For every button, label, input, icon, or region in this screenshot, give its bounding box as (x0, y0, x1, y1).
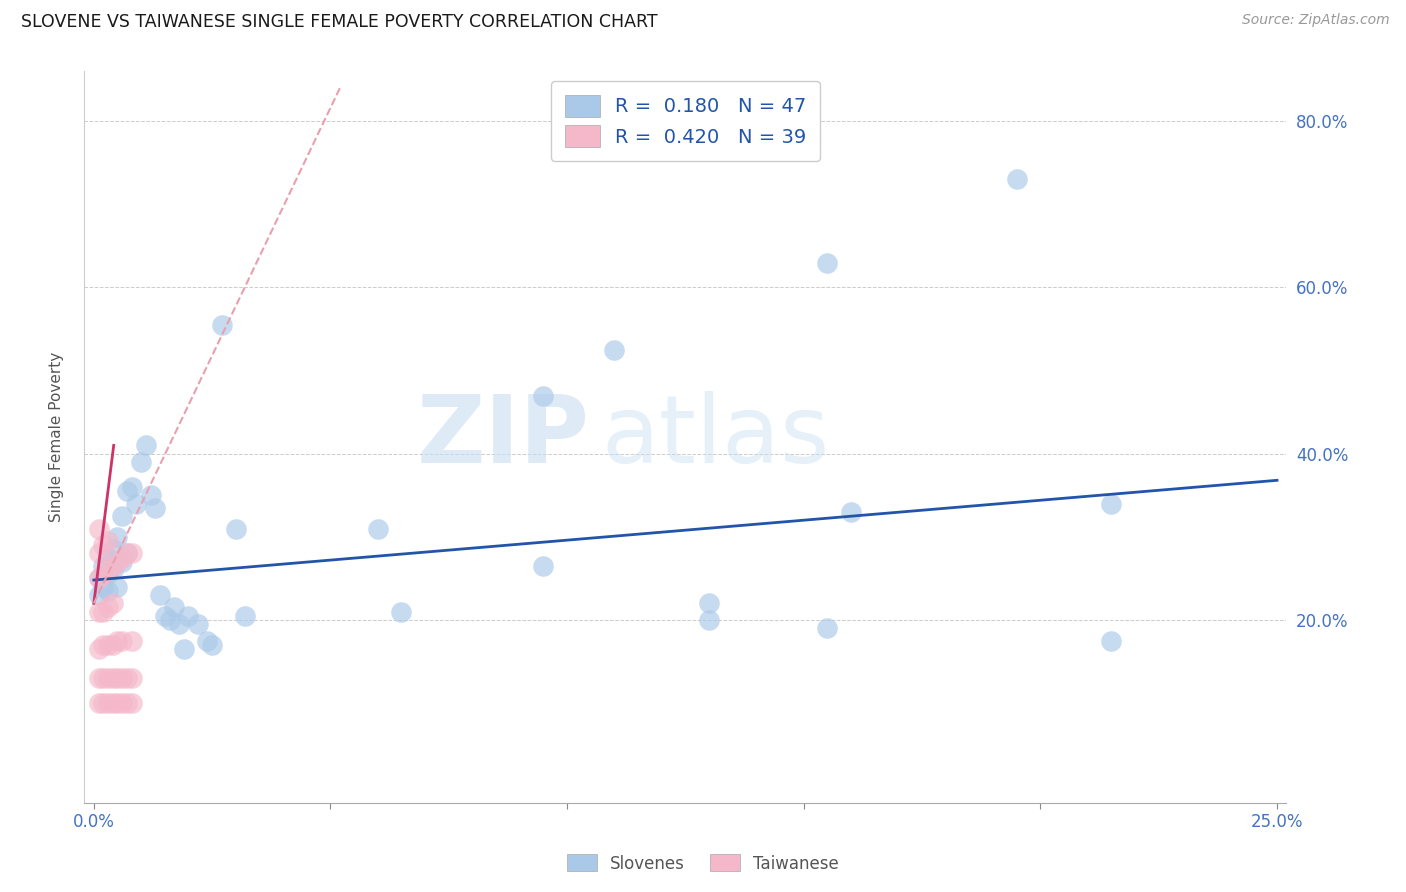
Point (115, 484, 138, 499)
Point (87, 605, 110, 619)
Point (815, 255, 838, 269)
Point (101, 596, 124, 610)
Point (139, 488, 162, 502)
Point (97, 583, 120, 598)
Point (225, 521, 247, 535)
Point (91, 671, 114, 685)
Point (121, 696, 143, 710)
Text: Source: ZipAtlas.com: Source: ZipAtlas.com (1241, 13, 1389, 28)
Point (97, 550, 120, 565)
Point (697, 596, 720, 610)
Text: SLOVENE VS TAIWANESE SINGLE FEMALE POVERTY CORRELATION CHART: SLOVENE VS TAIWANESE SINGLE FEMALE POVER… (21, 13, 658, 31)
Point (87, 588, 110, 602)
Point (111, 509, 134, 524)
Point (149, 588, 172, 602)
Text: ZIP: ZIP (416, 391, 589, 483)
Point (101, 542, 124, 557)
Point (107, 696, 129, 710)
Point (197, 633, 219, 648)
Point (107, 580, 129, 594)
Point (211, 318, 233, 332)
Point (159, 613, 181, 627)
Point (97, 638, 120, 652)
Point (97, 567, 120, 582)
Point (115, 671, 138, 685)
Point (121, 633, 143, 648)
Point (97, 563, 120, 577)
Point (391, 605, 413, 619)
Point (121, 671, 143, 685)
Point (87, 671, 110, 685)
Point (173, 642, 195, 657)
Point (111, 671, 134, 685)
Point (87, 571, 110, 585)
Point (125, 497, 148, 511)
Point (143, 500, 166, 515)
Legend: R =  0.180   N = 47, R =  0.420   N = 39: R = 0.180 N = 47, R = 0.420 N = 39 (551, 81, 820, 161)
Point (1099, 497, 1122, 511)
Point (163, 600, 186, 615)
Point (111, 633, 134, 648)
Point (177, 608, 200, 623)
Point (97, 671, 120, 685)
Point (107, 633, 129, 648)
Point (1005, 172, 1028, 186)
Point (107, 530, 129, 544)
Point (97, 533, 120, 548)
Point (101, 558, 124, 573)
Point (111, 550, 134, 565)
Point (87, 642, 110, 657)
Point (233, 608, 256, 623)
Point (97, 600, 120, 615)
Point (87, 571, 110, 585)
Point (603, 343, 626, 357)
Point (91, 605, 114, 619)
Point (115, 696, 138, 710)
Point (367, 521, 389, 535)
Point (91, 538, 114, 552)
Point (107, 555, 129, 569)
Point (839, 505, 862, 519)
Point (533, 388, 555, 402)
Point (101, 638, 124, 652)
Point (1099, 633, 1122, 648)
Point (121, 546, 143, 560)
Point (87, 696, 110, 710)
Point (121, 480, 143, 494)
Text: atlas: atlas (602, 391, 830, 483)
Point (97, 696, 120, 710)
Point (91, 580, 114, 594)
Y-axis label: Single Female Poverty: Single Female Poverty (49, 352, 63, 522)
Point (115, 546, 138, 560)
Point (135, 438, 157, 452)
Point (129, 455, 152, 469)
Point (101, 671, 124, 685)
Point (153, 608, 176, 623)
Point (115, 546, 138, 560)
Point (815, 621, 838, 635)
Point (101, 563, 124, 577)
Point (101, 696, 124, 710)
Point (533, 558, 555, 573)
Point (91, 638, 114, 652)
Point (111, 555, 134, 569)
Point (187, 617, 209, 632)
Point (201, 638, 224, 652)
Point (87, 521, 110, 535)
Point (107, 671, 129, 685)
Point (91, 558, 114, 573)
Point (91, 567, 114, 582)
Legend: Slovenes, Taiwanese: Slovenes, Taiwanese (560, 847, 846, 880)
Point (87, 546, 110, 560)
Point (111, 696, 134, 710)
Point (167, 617, 190, 632)
Point (91, 696, 114, 710)
Point (697, 613, 720, 627)
